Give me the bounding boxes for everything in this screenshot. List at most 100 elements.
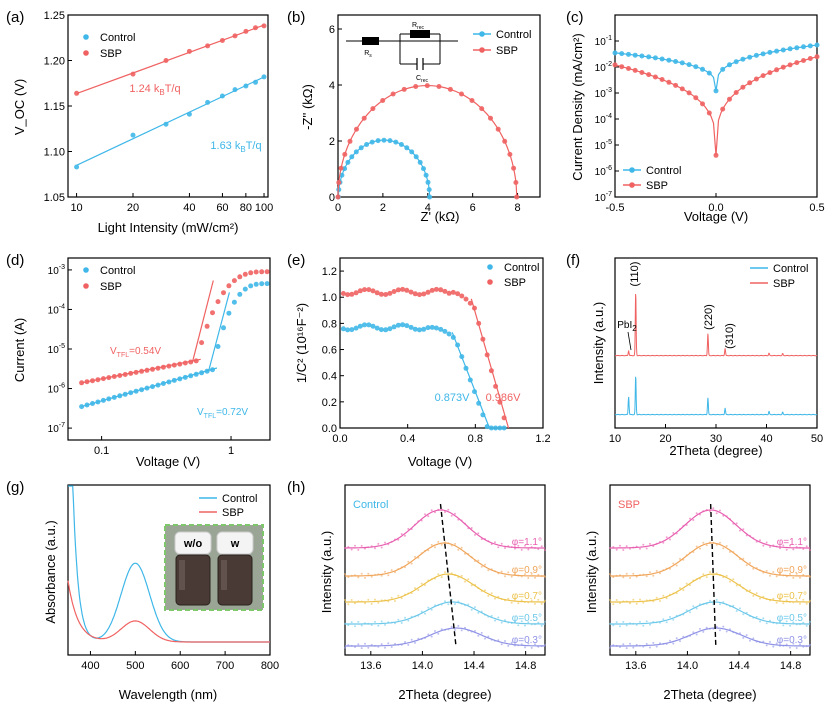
data-point bbox=[775, 642, 778, 645]
data-point bbox=[474, 630, 476, 632]
data-point bbox=[510, 601, 513, 604]
data-point bbox=[423, 172, 429, 178]
data-point bbox=[467, 629, 470, 632]
subplot-title: Control bbox=[353, 499, 388, 511]
data-point bbox=[464, 552, 466, 555]
data-point bbox=[729, 518, 731, 521]
data-point bbox=[669, 567, 671, 570]
data-point bbox=[782, 624, 785, 627]
data-point bbox=[457, 576, 460, 579]
label-part: TFL bbox=[204, 413, 217, 420]
phi-label: φ=0.9° bbox=[777, 565, 807, 576]
data-point bbox=[642, 624, 645, 627]
data-point bbox=[367, 572, 370, 575]
data-point bbox=[378, 327, 384, 333]
data-point bbox=[782, 544, 785, 547]
data-point bbox=[400, 597, 403, 600]
data-point bbox=[625, 572, 628, 575]
x-axis-label: Voltage (V) bbox=[684, 209, 748, 224]
annotation: 0.986V bbox=[486, 392, 522, 404]
data-point bbox=[347, 644, 350, 647]
data-point bbox=[666, 79, 672, 85]
data-point bbox=[709, 599, 711, 602]
data-point bbox=[787, 62, 793, 68]
data-point bbox=[675, 532, 678, 535]
data-point bbox=[715, 572, 718, 575]
data-point bbox=[715, 512, 718, 515]
data-point bbox=[394, 622, 396, 625]
data-point bbox=[639, 547, 641, 550]
data-point bbox=[765, 541, 768, 544]
series-sbp bbox=[335, 83, 520, 200]
data-point bbox=[362, 322, 367, 328]
data-point bbox=[725, 515, 728, 518]
data-point bbox=[345, 159, 351, 165]
data-point bbox=[414, 641, 416, 644]
label-part: 10 bbox=[595, 193, 607, 204]
data-point bbox=[692, 551, 695, 553]
data-point bbox=[507, 151, 513, 157]
data-point bbox=[513, 180, 519, 185]
data-point bbox=[459, 91, 464, 97]
data-point bbox=[729, 550, 731, 553]
y-tick-label: 1.25 bbox=[44, 10, 65, 22]
data-point bbox=[427, 515, 430, 518]
legend-marker bbox=[83, 34, 89, 40]
data-point bbox=[742, 636, 745, 639]
data-point bbox=[366, 322, 372, 328]
data-point bbox=[514, 194, 520, 200]
x-tick-label: 14.0 bbox=[412, 660, 433, 672]
data-point bbox=[739, 583, 741, 586]
data-point bbox=[407, 619, 410, 622]
data-point bbox=[530, 599, 533, 602]
data-point bbox=[709, 541, 711, 544]
data-point bbox=[742, 613, 745, 616]
data-point bbox=[391, 324, 397, 330]
data-point bbox=[342, 151, 348, 157]
label-part: 1/C² (10¹⁶F⁻²) bbox=[294, 303, 309, 383]
label-part: T/q bbox=[165, 83, 181, 95]
data-point bbox=[692, 579, 695, 582]
data-point bbox=[484, 589, 486, 592]
data-point bbox=[354, 544, 356, 547]
data-point bbox=[537, 645, 540, 648]
data-point bbox=[792, 601, 795, 604]
data-point bbox=[540, 602, 543, 605]
data-point bbox=[649, 542, 651, 545]
rocking-curve bbox=[610, 573, 810, 603]
data-point bbox=[715, 625, 718, 628]
label-part: V_OC (V) bbox=[12, 79, 27, 135]
data-point bbox=[467, 300, 473, 306]
data-point bbox=[755, 615, 758, 618]
data-point bbox=[639, 70, 645, 75]
data-point bbox=[490, 592, 493, 595]
data-point bbox=[747, 54, 753, 60]
data-point bbox=[477, 532, 480, 535]
data-point bbox=[520, 599, 523, 602]
data-point bbox=[494, 570, 496, 573]
data-point bbox=[374, 325, 380, 331]
data-point bbox=[457, 624, 460, 627]
data-point bbox=[221, 325, 226, 331]
data-point bbox=[470, 584, 473, 587]
data-point bbox=[725, 603, 728, 606]
data-point bbox=[504, 599, 506, 602]
data-point bbox=[507, 621, 510, 624]
data-point bbox=[762, 544, 765, 547]
data-point bbox=[772, 544, 775, 547]
data-point bbox=[739, 558, 741, 560]
data-point bbox=[480, 538, 483, 541]
data-point bbox=[447, 628, 450, 631]
data-point bbox=[219, 93, 225, 99]
label-part: 10 bbox=[48, 424, 60, 435]
annotation: 0.873V bbox=[435, 392, 471, 404]
y-tick-label: 0.4 bbox=[322, 371, 337, 383]
data-point bbox=[360, 572, 363, 575]
x-tick-label: 6 bbox=[470, 202, 476, 214]
series-sbp bbox=[79, 269, 270, 386]
data-point bbox=[715, 598, 718, 601]
data-point bbox=[625, 545, 628, 548]
data-point bbox=[500, 621, 503, 624]
phi-label: φ=1.1° bbox=[777, 537, 807, 548]
data-point bbox=[720, 106, 726, 112]
